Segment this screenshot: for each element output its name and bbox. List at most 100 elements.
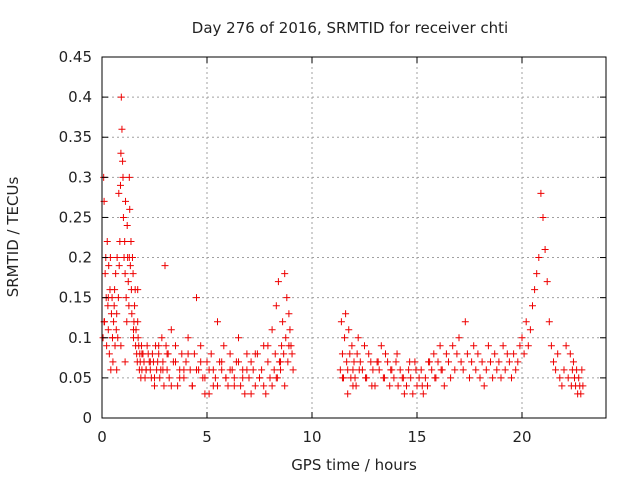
data-point: [529, 302, 536, 310]
data-point: [355, 366, 363, 374]
data-point: [497, 374, 505, 382]
data-point: [349, 382, 357, 390]
data-point: [251, 382, 259, 390]
data-point: [110, 302, 118, 310]
data-point: [350, 358, 358, 366]
y-tick-label: 0.45: [59, 48, 92, 66]
data-point: [131, 302, 139, 310]
y-tick-label: 0.35: [59, 128, 92, 146]
data-point: [126, 262, 134, 270]
data-point: [121, 270, 129, 278]
data-point: [203, 358, 211, 366]
data-point: [289, 366, 297, 374]
data-point: [230, 382, 238, 390]
data-point: [264, 342, 272, 350]
data-point: [421, 374, 429, 382]
data-point: [268, 326, 276, 334]
data-point: [351, 374, 359, 382]
data-point: [512, 366, 520, 374]
data-point: [126, 205, 134, 213]
data-point: [449, 342, 457, 350]
data-point: [119, 157, 127, 165]
data-point: [431, 374, 439, 382]
data-point: [403, 382, 410, 390]
data-point: [243, 350, 251, 358]
data-point: [349, 366, 357, 374]
data-point: [138, 350, 146, 358]
data-point: [119, 213, 127, 221]
y-tick-label: 0.1: [68, 329, 92, 347]
data-point: [283, 294, 291, 302]
data-point: [241, 390, 249, 398]
data-point: [491, 350, 499, 358]
data-point: [109, 358, 117, 366]
data-point: [113, 310, 121, 318]
data-point: [541, 246, 549, 254]
data-point: [117, 342, 125, 350]
data-point: [508, 374, 515, 382]
data-point: [522, 318, 530, 326]
data-point: [341, 334, 349, 342]
data-point: [151, 382, 158, 390]
data-point: [226, 350, 234, 358]
data-point: [400, 390, 408, 398]
data-point: [114, 294, 122, 302]
data-point: [110, 318, 118, 326]
data-point: [577, 390, 585, 398]
data-point: [158, 334, 166, 342]
data-point: [524, 342, 532, 350]
data-point: [226, 366, 234, 374]
data-point: [361, 342, 368, 350]
data-point: [161, 262, 169, 270]
data-point: [406, 358, 414, 366]
data-point: [472, 366, 480, 374]
data-point: [418, 382, 426, 390]
data-point: [119, 173, 127, 181]
data-point: [345, 326, 353, 334]
data-point: [184, 350, 192, 358]
data-point: [396, 366, 404, 374]
data-point: [537, 189, 545, 197]
data-point: [112, 270, 120, 278]
data-point: [377, 342, 385, 350]
data-point: [274, 278, 282, 286]
data-point: [121, 358, 129, 366]
data-point: [141, 374, 149, 382]
data-point: [101, 270, 109, 278]
y-tick-label: 0.25: [59, 208, 92, 226]
data-point: [338, 374, 346, 382]
data-point: [505, 358, 513, 366]
data-point: [180, 366, 188, 374]
data-point: [151, 374, 158, 382]
data-point: [247, 390, 255, 398]
data-point: [142, 366, 150, 374]
data-point: [123, 318, 131, 326]
data-point: [405, 366, 413, 374]
chart-title: Day 276 of 2016, SRMTID for receiver cht…: [192, 19, 508, 37]
data-point: [159, 366, 167, 374]
data-point: [461, 318, 469, 326]
data-point: [105, 350, 113, 358]
data-point: [499, 342, 507, 350]
data-point: [272, 302, 280, 310]
data-point: [558, 382, 566, 390]
data-point: [394, 382, 402, 390]
data-point: [116, 181, 124, 189]
data-point: [277, 366, 284, 374]
data-point: [224, 382, 232, 390]
data-point: [545, 318, 553, 326]
data-point: [495, 358, 503, 366]
data-point: [193, 366, 200, 374]
data-point: [285, 310, 293, 318]
data-point: [220, 342, 228, 350]
data-point: [476, 374, 484, 382]
data-point: [214, 318, 221, 326]
data-point: [348, 342, 356, 350]
data-point: [271, 350, 279, 358]
data-point: [127, 238, 135, 246]
data-point: [392, 358, 400, 366]
data-point: [146, 358, 154, 366]
data-point: [552, 366, 560, 374]
data-point: [134, 318, 142, 326]
data-point: [201, 374, 209, 382]
